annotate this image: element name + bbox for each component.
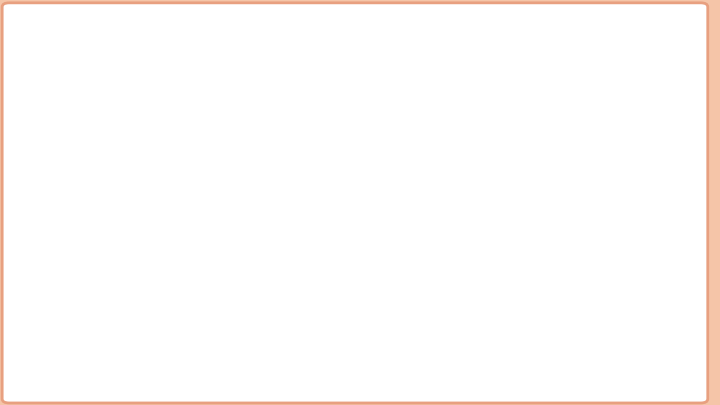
Text: EFERENCE: EFERENCE [229, 22, 328, 41]
Text: A: A [428, 22, 447, 50]
Text: 1) $\dfrac{5\pi}{3}$: 1) $\dfrac{5\pi}{3}$ [40, 170, 81, 203]
Text: 1) $\dfrac{6\pi}{3}-\dfrac{5\pi}{3}=\dfrac{\pi}{3}$: 1) $\dfrac{6\pi}{3}-\dfrac{5\pi}{3}=\dfr… [30, 207, 141, 239]
Text: Now find sin, cos, and tan for
each problem and append the
appropriate sign.: Now find sin, cos, and tan for each prob… [378, 69, 610, 127]
Text: 2) $\sin\dfrac{\pi}{4}=-\dfrac{\sqrt{2}}{2}$: 2) $\sin\dfrac{\pi}{4}=-\dfrac{\sqrt{2}}… [517, 171, 621, 201]
Text: 2) $\dfrac{5\pi}{4}-\dfrac{4\pi}{4}=\dfrac{\pi}{4}$: 2) $\dfrac{5\pi}{4}-\dfrac{4\pi}{4}=\dfr… [30, 253, 141, 286]
Text: $\tan\dfrac{\pi}{4}=1$: $\tan\dfrac{\pi}{4}=1$ [526, 238, 585, 262]
Text: R: R [212, 22, 232, 50]
Text: $\cos\dfrac{\pi}{3}=\dfrac{1}{2}$: $\cos\dfrac{\pi}{3}=\dfrac{1}{2}$ [374, 207, 436, 233]
Text: $\cos\dfrac{\pi}{6}=-\dfrac{\sqrt{3}}{2}$: $\cos\dfrac{\pi}{6}=-\dfrac{\sqrt{3}}{2}… [441, 314, 530, 344]
Text: 3) $\sin\dfrac{\pi}{6}=\dfrac{1}{2}$: 3) $\sin\dfrac{\pi}{6}=\dfrac{1}{2}$ [432, 281, 508, 308]
Text: Find the reference
angle to the given
angle:: Find the reference angle to the given an… [54, 69, 194, 127]
Text: 1) $\sin\dfrac{\pi}{3}=-\dfrac{\sqrt{3}}{2}$: 1) $\sin\dfrac{\pi}{3}=-\dfrac{\sqrt{3}}… [366, 171, 469, 201]
Circle shape [634, 352, 706, 392]
Text: $\tan\dfrac{\pi}{3}=-\dfrac{\sqrt{3}}{3}$: $\tan\dfrac{\pi}{3}=-\dfrac{\sqrt{3}}{3}… [441, 345, 529, 375]
Text: NGLES: NGLES [445, 22, 508, 41]
Text: $\cos\dfrac{\pi}{4}=-\dfrac{\sqrt{2}}{2}$: $\cos\dfrac{\pi}{4}=-\dfrac{\sqrt{2}}{2}… [526, 207, 615, 237]
Text: $\tan\dfrac{\pi}{3}=-\sqrt{3}$: $\tan\dfrac{\pi}{3}=-\sqrt{3}$ [374, 238, 463, 262]
Text: 2) $\dfrac{5\pi}{4}$: 2) $\dfrac{5\pi}{4}$ [133, 170, 175, 203]
Text: 3) $\dfrac{5\pi}{6}$: 3) $\dfrac{5\pi}{6}$ [234, 170, 276, 203]
Text: 3) $\dfrac{6\pi}{6}-\dfrac{5\pi}{6}=\dfrac{\pi}{6}$: 3) $\dfrac{6\pi}{6}-\dfrac{5\pi}{6}=\dfr… [30, 302, 141, 335]
